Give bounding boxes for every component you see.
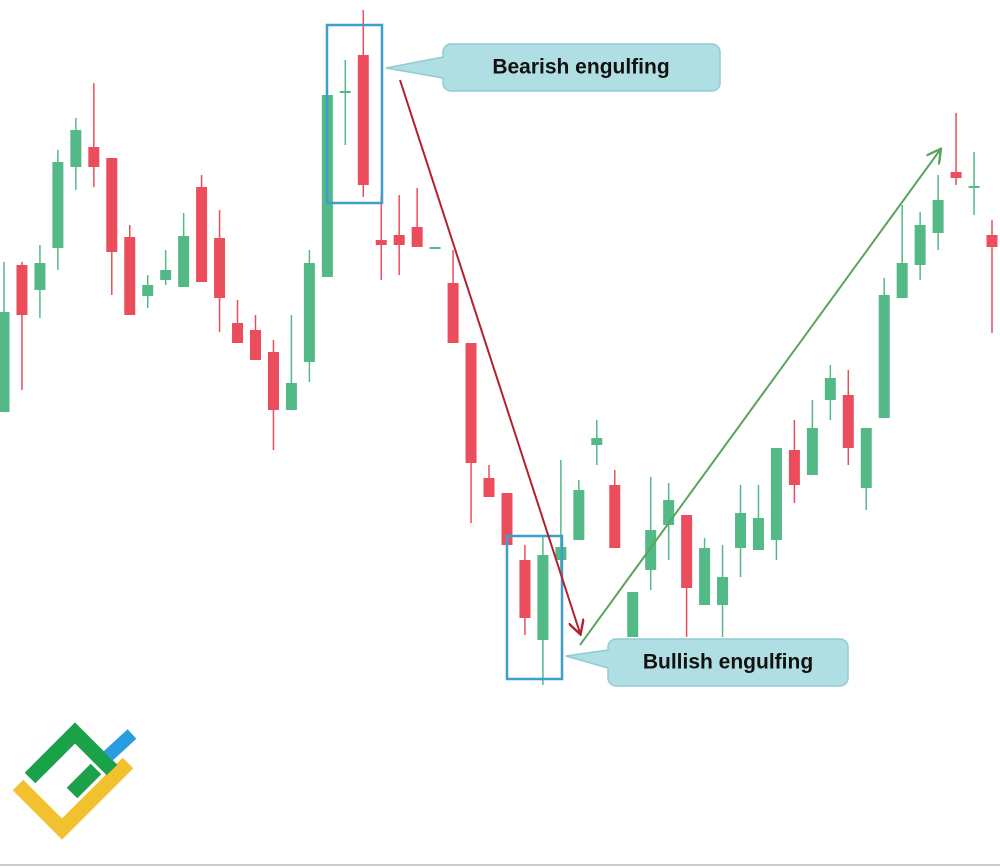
candle-body — [591, 438, 603, 445]
candle-body — [860, 428, 872, 488]
candle-body — [788, 450, 800, 485]
candle-body — [501, 493, 513, 545]
candle-body — [483, 478, 495, 497]
candle-body — [178, 236, 190, 287]
candle-body — [375, 240, 387, 245]
candle-body — [160, 270, 172, 280]
candle-body — [950, 172, 962, 178]
candle-body — [0, 312, 10, 412]
candle-body — [142, 285, 154, 296]
candle-body — [681, 515, 693, 588]
candle-body — [573, 490, 585, 540]
candle-body — [735, 513, 747, 548]
callout-label: Bearish engulfing — [492, 56, 669, 79]
trend-arrow — [579, 150, 940, 646]
candle-body — [519, 560, 531, 618]
candle-body — [232, 323, 244, 343]
candle-body — [627, 592, 639, 637]
candle-body — [609, 485, 621, 548]
candle-body — [752, 518, 764, 550]
callout-box — [565, 638, 849, 687]
callout-label: Bullish engulfing — [643, 651, 813, 674]
candle-body — [16, 265, 28, 315]
candle-body — [896, 263, 908, 298]
candles — [0, 10, 998, 685]
candle-body — [878, 295, 890, 418]
candle-body — [986, 235, 998, 247]
candle-body — [196, 187, 208, 282]
candle-body — [842, 395, 854, 448]
candle-body — [914, 225, 926, 265]
candle-body — [824, 378, 836, 400]
candle-body — [214, 238, 226, 298]
candle-body — [393, 235, 405, 245]
highlight-box — [505, 534, 564, 681]
candle-body — [465, 343, 477, 463]
candle-body — [34, 263, 46, 290]
candle-body — [357, 55, 369, 185]
candle-body — [429, 247, 441, 249]
candle-body — [932, 200, 944, 233]
candle-body — [770, 448, 782, 540]
trend-arrow — [399, 79, 580, 633]
callout-box — [385, 43, 721, 92]
candle-body — [717, 577, 729, 605]
candle-body — [339, 91, 351, 93]
candle-body — [249, 330, 261, 360]
candle-body — [663, 500, 675, 525]
candle-body — [88, 147, 100, 167]
candle-body — [806, 428, 818, 475]
candle-body — [267, 352, 279, 410]
candle-body — [447, 283, 459, 343]
candle-body — [537, 555, 549, 640]
candle-body — [411, 227, 423, 247]
candle-body — [303, 263, 315, 362]
candle-body — [285, 383, 297, 410]
candle-body — [124, 237, 136, 315]
highlight-box — [325, 23, 384, 205]
logo — [12, 722, 137, 840]
candle-body — [106, 158, 118, 252]
candle-body — [968, 186, 980, 188]
candle-body — [699, 548, 711, 605]
candle-body — [645, 530, 657, 570]
candle-body — [52, 162, 64, 248]
candle-body — [70, 130, 82, 167]
